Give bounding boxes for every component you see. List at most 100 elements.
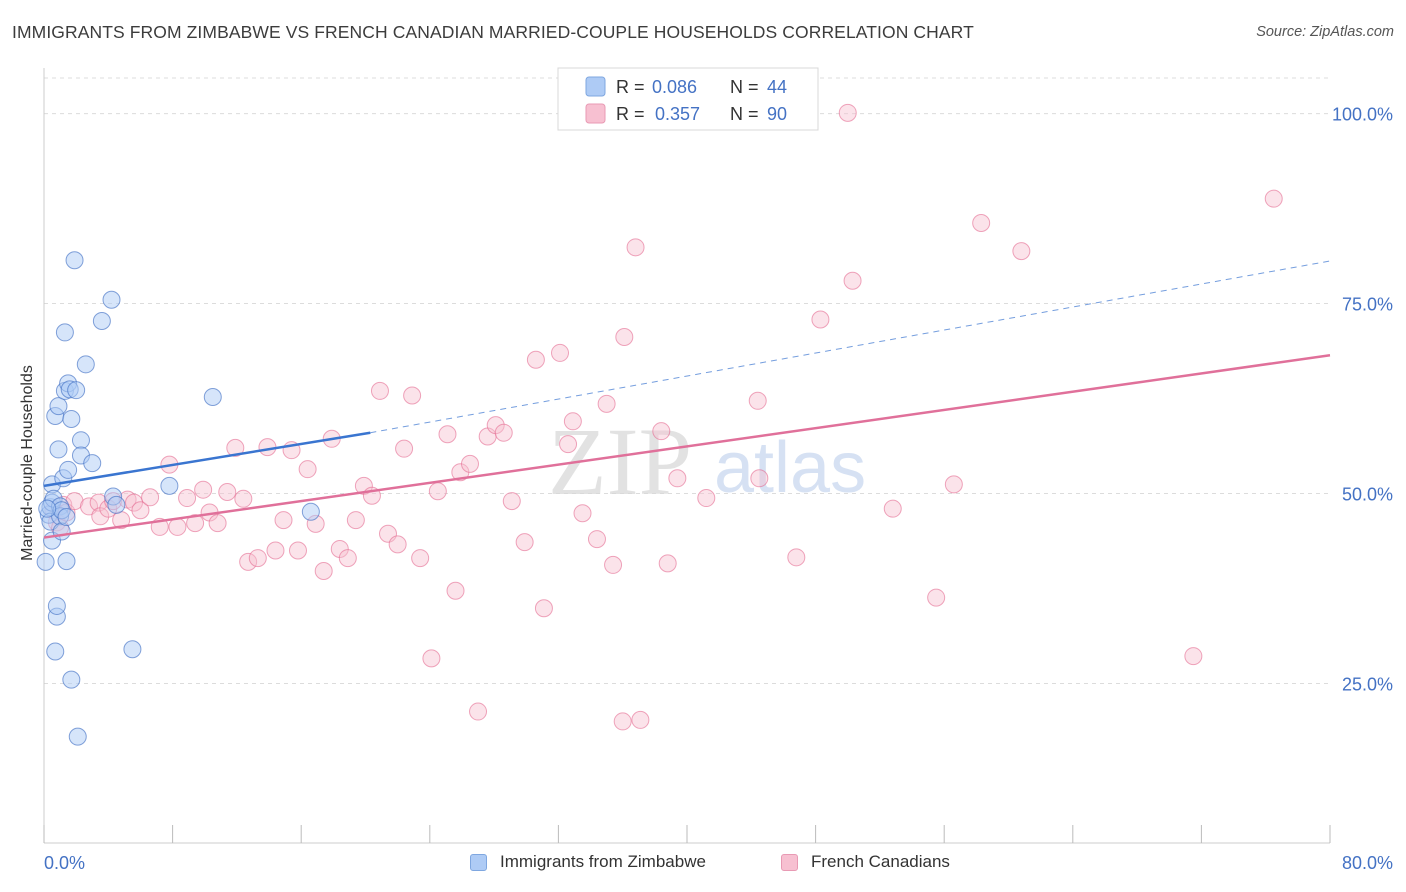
- chart-title: IMMIGRANTS FROM ZIMBABWE VS FRENCH CANAD…: [12, 22, 974, 42]
- point-french-canadians-63: [551, 343, 570, 362]
- point-french-canadians-19: [178, 489, 197, 508]
- point-french-canadians-45: [388, 535, 407, 554]
- point-zimbabwe-27: [62, 410, 81, 429]
- legend-bottom: Immigrants from Zimbabwe French Canadian…: [0, 852, 1406, 878]
- point-french-canadians-88: [972, 214, 991, 232]
- legend-n-value-1: 44: [767, 77, 787, 97]
- legend-item-french-canadians: French Canadians: [781, 852, 950, 872]
- point-french-canadians-33: [288, 541, 307, 560]
- point-french-canadians-65: [563, 412, 582, 431]
- point-french-canadians-36: [314, 561, 333, 580]
- point-french-canadians-15: [141, 488, 160, 507]
- x-tick-label-0: 0.0%: [44, 853, 85, 873]
- point-french-canadians-34: [298, 460, 317, 479]
- point-french-canadians-25: [226, 438, 245, 457]
- legend-label-french-canadians: French Canadians: [811, 852, 950, 871]
- legend-swatch-zimbabwe: [585, 76, 606, 97]
- point-zimbabwe-34: [83, 454, 102, 473]
- point-french-canadians-72: [626, 238, 645, 257]
- point-zimbabwe-12: [49, 397, 68, 416]
- point-french-canadians-76: [668, 469, 687, 488]
- point-zimbabwe-41: [203, 387, 222, 406]
- point-french-canadians-26: [234, 489, 253, 508]
- legend-top: R = 0.086 N = 44 R = 0.357 N = 90: [557, 67, 819, 131]
- point-french-canadians-28: [248, 549, 267, 568]
- point-french-canadians-80: [787, 548, 806, 567]
- point-french-canadians-73: [631, 710, 650, 729]
- point-french-canadians-46: [395, 439, 414, 458]
- legend-r-label-2: R =: [616, 104, 645, 124]
- point-french-canadians-83: [838, 103, 857, 122]
- point-zimbabwe-26: [62, 670, 81, 689]
- point-zimbabwe-24: [59, 460, 78, 479]
- point-french-canadians-13: [125, 493, 144, 512]
- point-french-canadians-61: [526, 350, 545, 369]
- point-french-canadians-23: [208, 514, 227, 533]
- y-tick-label-25: 25.0%: [1342, 674, 1393, 694]
- legend-n-value-2: 90: [767, 104, 787, 124]
- series-french-canadians-points: [44, 102, 1283, 731]
- legend-n-label-1: N =: [730, 77, 759, 97]
- point-french-canadians-49: [422, 649, 441, 668]
- point-zimbabwe-40: [160, 476, 179, 495]
- point-french-canadians-82: [811, 310, 830, 329]
- point-french-canadians-52: [446, 581, 465, 600]
- point-french-canadians-79: [750, 469, 769, 488]
- point-french-canadians-74: [652, 422, 671, 441]
- point-zimbabwe-9: [46, 642, 65, 661]
- point-zimbabwe-0: [36, 552, 55, 571]
- point-zimbabwe-28: [65, 251, 84, 270]
- watermark-atlas: atlas: [714, 428, 866, 508]
- point-zimbabwe-11: [47, 596, 66, 615]
- point-french-canadians-75: [658, 554, 677, 573]
- point-french-canadians-78: [748, 391, 767, 410]
- legend-r-label-1: R =: [616, 77, 645, 97]
- y-tick-label-50: 50.0%: [1342, 484, 1393, 504]
- point-zimbabwe-33: [76, 355, 95, 374]
- y-tick-label-100: 100.0%: [1332, 105, 1393, 125]
- point-french-canadians-62: [534, 599, 553, 618]
- point-french-canadians-69: [604, 555, 623, 574]
- point-french-canadians-85: [883, 499, 902, 518]
- point-zimbabwe-35: [92, 312, 111, 331]
- point-zimbabwe-42: [301, 502, 320, 521]
- point-zimbabwe-20: [55, 323, 74, 342]
- legend-swatch-french-canadians: [585, 103, 606, 124]
- point-french-canadians-71: [615, 327, 634, 346]
- point-french-canadians-58: [494, 423, 513, 442]
- point-french-canadians-24: [218, 482, 237, 501]
- legend-r-value-1: 0.086: [652, 77, 697, 97]
- series-zimbabwe-points: [36, 251, 320, 746]
- point-french-canadians-43: [370, 381, 389, 400]
- x-tick-label-80: 80.0%: [1342, 853, 1393, 873]
- point-zimbabwe-21: [57, 552, 76, 571]
- point-french-canadians-48: [411, 549, 430, 568]
- point-french-canadians-27: [239, 552, 258, 571]
- trend-zimbabwe: [43, 431, 371, 488]
- point-french-canadians-89: [1012, 242, 1031, 261]
- legend-r-value-2: 0.357: [655, 104, 700, 124]
- tick-labels: 25.0% 50.0% 75.0% 100.0% 0.0% 80.0%: [44, 105, 1393, 873]
- point-zimbabwe-13: [49, 440, 68, 459]
- trend-french-canadians: [43, 353, 1331, 539]
- point-french-canadians-30: [266, 541, 285, 560]
- point-zimbabwe-43: [38, 499, 57, 518]
- point-french-canadians-70: [613, 712, 632, 731]
- point-french-canadians-55: [469, 702, 488, 721]
- point-zimbabwe-29: [67, 381, 86, 400]
- point-french-canadians-86: [927, 588, 946, 607]
- point-french-canadians-67: [587, 530, 606, 549]
- point-french-canadians-54: [460, 454, 479, 473]
- point-zimbabwe-30: [68, 727, 87, 746]
- chart-source: Source: ZipAtlas.com: [1256, 24, 1394, 40]
- point-french-canadians-50: [428, 482, 447, 501]
- point-french-canadians-40: [346, 511, 365, 530]
- point-french-canadians-29: [258, 438, 277, 457]
- point-french-canadians-68: [597, 394, 616, 413]
- point-french-canadians-21: [194, 480, 213, 499]
- point-french-canadians-90: [1184, 647, 1203, 666]
- axes: [43, 68, 1331, 844]
- point-french-canadians-91: [1264, 189, 1283, 208]
- point-french-canadians-47: [403, 386, 422, 405]
